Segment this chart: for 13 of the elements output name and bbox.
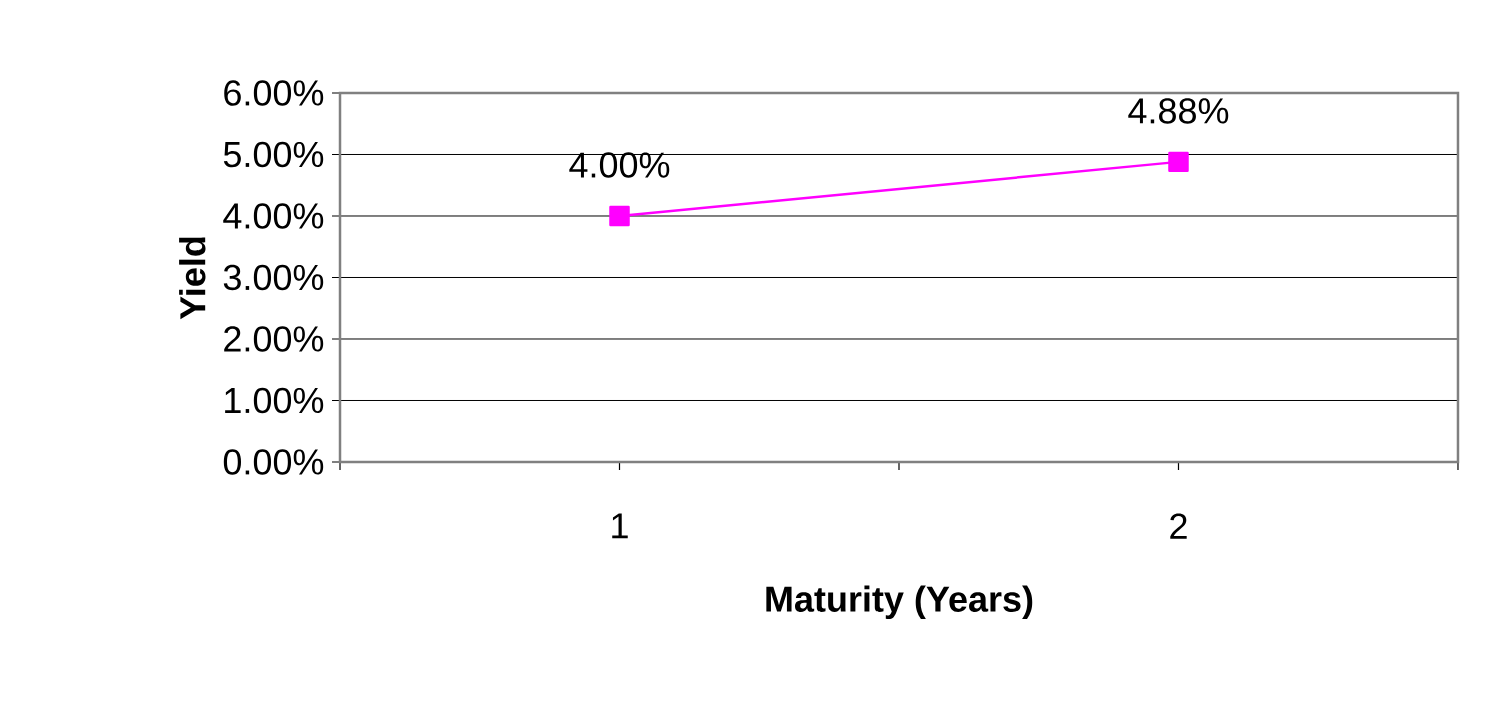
y-tick-label: 5.00% <box>223 141 324 168</box>
y-tick-label: 3.00% <box>223 264 324 291</box>
y-tick-label: 2.00% <box>224 326 324 352</box>
x-tick-label: 1 <box>612 513 628 539</box>
data-label: 4.88% <box>1128 98 1229 124</box>
y-tick-label: 0.00% <box>223 449 324 475</box>
x-axis-title: Maturity (Years) <box>766 585 1033 620</box>
y-tick-label: 4.00% <box>223 203 324 229</box>
data-label: 4.00% <box>569 152 670 178</box>
y-axis-title: Yield <box>179 237 206 320</box>
y-tick-label: 1.00% <box>225 387 324 414</box>
x-tick-label: 2 <box>1170 513 1187 539</box>
y-tick-label: 6.00% <box>224 80 324 106</box>
